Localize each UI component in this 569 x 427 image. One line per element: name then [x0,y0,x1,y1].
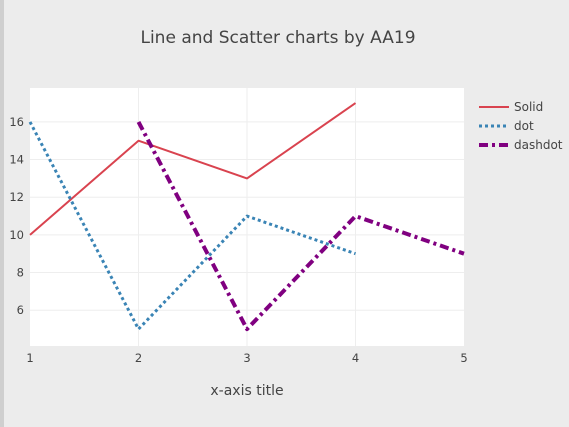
x-tick-label: 4 [352,351,359,365]
y-tick-label: 6 [17,303,24,317]
series-line-solid [29,102,357,236]
y-tick-label: 16 [9,115,24,129]
x-tick-label: 1 [26,351,33,365]
y-tick-label: 8 [17,266,24,280]
x-tick-label: 5 [460,351,467,365]
y-tick-label: 10 [9,228,24,242]
y-tick-label: 14 [9,153,24,167]
legend-item-dot[interactable]: dot [479,119,534,133]
legend-item-solid[interactable]: Solid [479,100,543,114]
y-tick-label: 12 [9,190,24,204]
legend-label: Solid [514,100,543,114]
x-tick-label: 3 [243,351,250,365]
x-axis-title: x-axis title [210,383,283,399]
left-edge-shadow [0,0,4,427]
legend-label: dot [514,119,534,133]
series-lines [28,102,465,332]
series-line-dashdot [136,120,465,332]
series-line-dot [28,121,356,331]
chart-title: Line and Scatter charts by AA19 [140,28,415,48]
legend[interactable]: Solid dot dashdot [479,100,563,152]
legend-item-dashdot[interactable]: dashdot [479,138,563,152]
grid [30,88,464,346]
x-tick-label: 2 [135,351,142,365]
legend-label: dashdot [514,138,563,152]
